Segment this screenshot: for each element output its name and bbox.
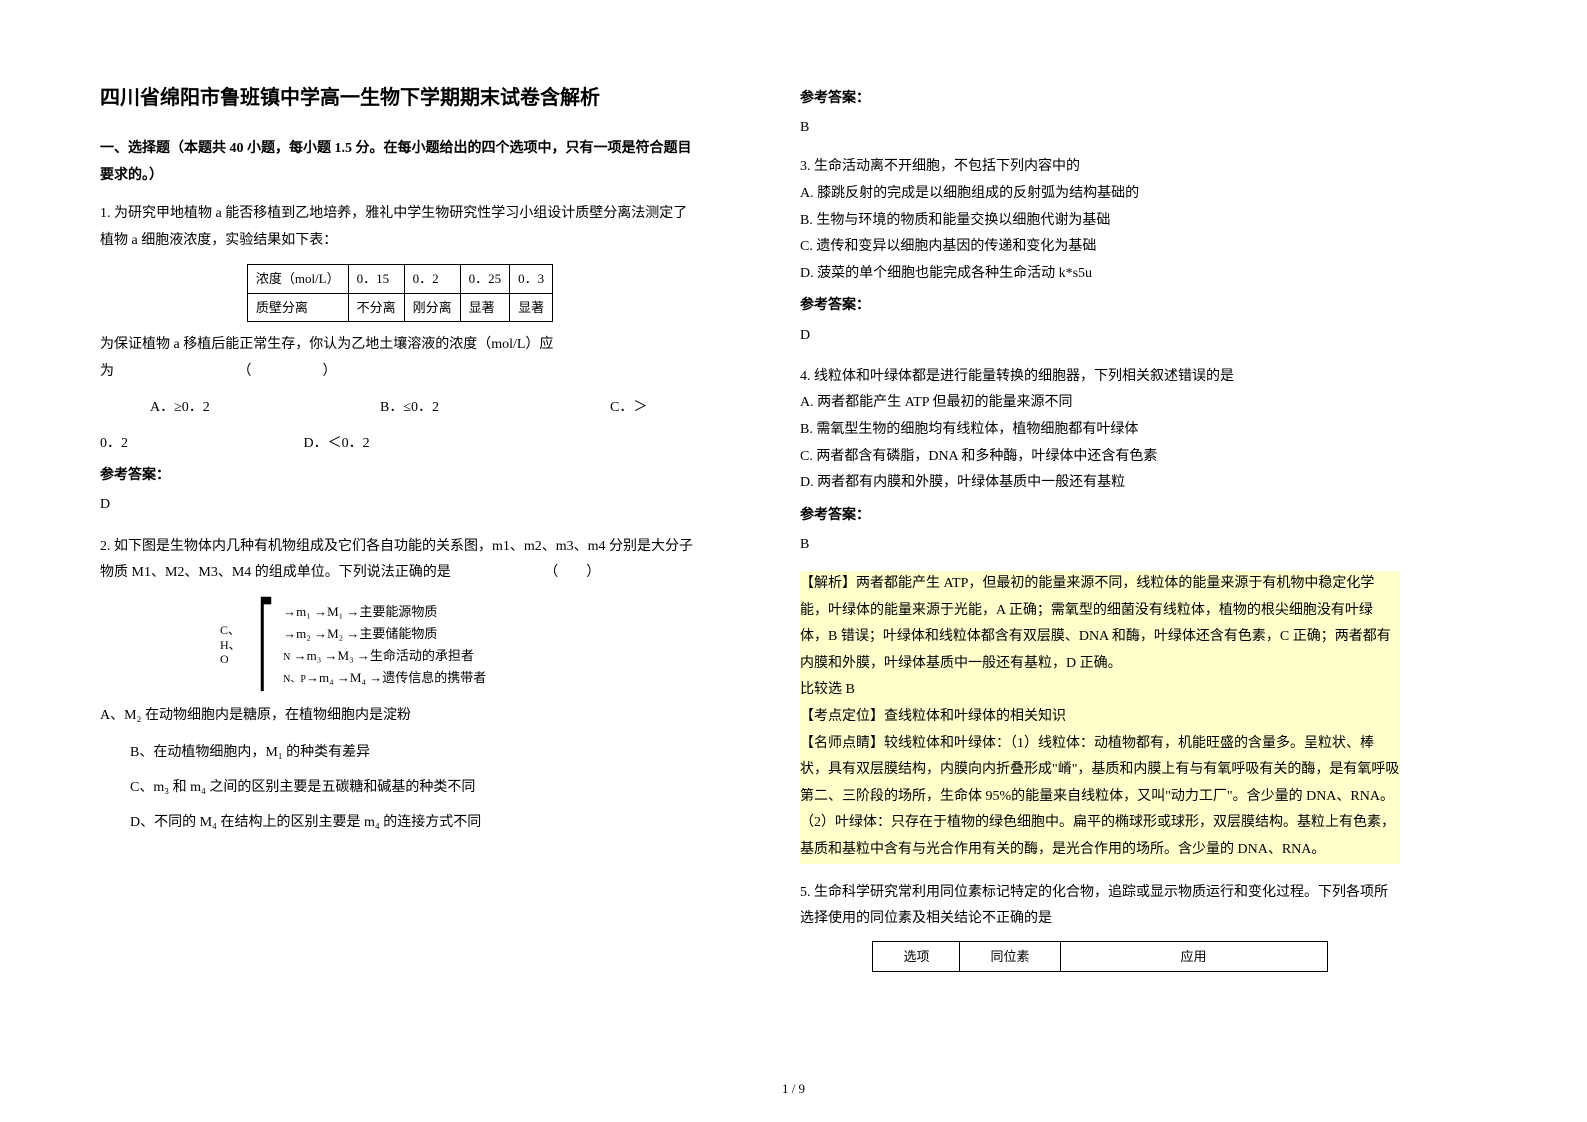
diagram-label-c: C、 xyxy=(220,623,241,637)
question-2: 2. 如下图是生物体内几种有机物组成及它们各自功能的关系图，m1、m2、m3、m… xyxy=(100,534,700,836)
table-cell: 应用 xyxy=(1060,941,1327,971)
q2-answer: B xyxy=(800,115,1400,140)
d3-text: →m₃ →M₃ →生命活动的承担者 xyxy=(294,648,474,663)
q4-opt-a: A. 两者都能产生 ATP 但最初的能量来源不同 xyxy=(800,390,1400,417)
answer-label: 参考答案： xyxy=(800,86,1400,111)
diagram-line-3: N →m₃ →M₃ →生命活动的承担者 xyxy=(283,645,486,667)
q1-text3: 为 （ ） xyxy=(100,359,700,386)
question-4: 4. 线粒体和叶绿体都是进行能量转换的细胞器，下列相关叙述错误的是 A. 两者都… xyxy=(800,364,1400,864)
diagram-rows: →m₁ →M₁ →主要能源物质 →m₂ →M₂ →主要储能物质 N →m₃ →M… xyxy=(283,601,486,689)
q4-explanation-3: 【考点定位】查线粒体和叶绿体的相关知识 xyxy=(800,704,1400,731)
doc-title: 四川省绵阳市鲁班镇中学高一生物下学期期末试卷含解析 xyxy=(100,80,700,116)
table-cell: 0．25 xyxy=(460,265,510,293)
table-cell: 不分离 xyxy=(348,293,404,321)
q1-bracket: （ ） xyxy=(238,364,340,379)
table-cell: 显著 xyxy=(460,293,510,321)
q1-text3-word: 为 xyxy=(100,364,114,379)
q5-text: 5. 生命科学研究常利用同位素标记特定的化合物，追踪或显示物质运行和变化过程。下… xyxy=(800,880,1400,933)
answer-label: 参考答案： xyxy=(800,293,1400,318)
q5-table: 选项 同位素 应用 xyxy=(872,941,1327,972)
q4-explanation-2: 比较选 B xyxy=(800,677,1400,704)
q2-diagram: C、 H、 O ⎡ →m₁ →M₁ →主要能源物质 →m₂ →M₂ →主要储能物… xyxy=(220,601,700,689)
q4-explanation-5: （2）叶绿体：只存在于植物的绿色细胞中。扁平的椭球形或球形，双层膜结构。基粒上有… xyxy=(800,810,1400,863)
q1-opt-d: D．＜0．2 xyxy=(304,436,370,451)
diagram-label-h: H、 xyxy=(220,638,241,652)
table-row: 选项 同位素 应用 xyxy=(873,941,1327,971)
q1-table: 浓度（mol/L） 0．15 0．2 0．25 0．3 质壁分离 不分离 刚分离… xyxy=(247,264,553,322)
q2-opt-d: D、不同的 M₄ 在结构上的区别主要是 m₄ 的连接方式不同 xyxy=(130,810,700,835)
table-cell: 质壁分离 xyxy=(247,293,348,321)
inner-n: N xyxy=(283,652,290,663)
q4-explanation-4: 【名师点睛】较线粒体和叶绿体：（1）线粒体：动植物都有，机能旺盛的含量多。呈粒状… xyxy=(800,731,1400,811)
q1-opt-c-prefix: C．＞ xyxy=(610,395,647,420)
q1-answer: D xyxy=(100,492,700,517)
q2-choices: A、M₂ 在动物细胞内是糖原，在植物细胞内是淀粉 B、在动植物细胞内，M₁ 的种… xyxy=(100,703,700,835)
bracket-icon: ⎡ xyxy=(258,605,274,685)
q2-opt-c: C、m₃ 和 m₄ 之间的区别主要是五碳糖和碱基的种类不同 xyxy=(130,775,700,800)
q4-text: 4. 线粒体和叶绿体都是进行能量转换的细胞器，下列相关叙述错误的是 xyxy=(800,364,1400,391)
q2-stem: 2. 如下图是生物体内几种有机物组成及它们各自功能的关系图，m1、m2、m3、m… xyxy=(100,539,693,581)
diagram-label-o: O xyxy=(220,652,241,666)
right-column: 参考答案： B 3. 生命活动离不开细胞，不包括下列内容中的 A. 膝跳反射的完… xyxy=(800,80,1400,988)
question-1: 1. 为研究甲地植物 a 能否移植到乙地培养，雅礼中学生物研究性学习小组设计质壁… xyxy=(100,201,700,517)
section-heading: 一、选择题（本题共 40 小题，每小题 1.5 分。在每小题给出的四个选项中，只… xyxy=(100,136,700,189)
q2-opt-a: A、M₂ 在动物细胞内是糖原，在植物细胞内是淀粉 xyxy=(100,703,700,730)
table-cell: 显著 xyxy=(510,293,553,321)
table-cell: 0．15 xyxy=(348,265,404,293)
table-cell: 同位素 xyxy=(960,941,1060,971)
q2-bracket: （ ） xyxy=(544,565,600,580)
q2-opt-b: B、在动植物细胞内，M₁ 的种类有差异 xyxy=(130,740,700,765)
q1-options: A．≥0．2 B．≤0．2 C．＞ xyxy=(150,395,700,420)
table-cell: 选项 xyxy=(873,941,960,971)
diagram-left-labels: C、 H、 O xyxy=(220,623,241,666)
diagram-line-4: N、P→m₄ →M₄ →遗传信息的携带者 xyxy=(283,667,486,689)
answer-label: 参考答案： xyxy=(800,503,1400,528)
q3-opt-a: A. 膝跳反射的完成是以细胞组成的反射弧为结构基础的 xyxy=(800,181,1400,208)
table-cell: 0．3 xyxy=(510,265,553,293)
q3-text: 3. 生命活动离不开细胞，不包括下列内容中的 xyxy=(800,154,1400,181)
q3-answer: D xyxy=(800,323,1400,348)
q3-opt-d: D. 菠菜的单个细胞也能完成各种生命活动 k*s5u xyxy=(800,261,1400,288)
table-cell: 浓度（mol/L） xyxy=(247,265,348,293)
q3-opt-b: B. 生物与环境的物质和能量交换以细胞代谢为基础 xyxy=(800,208,1400,235)
table-cell: 0．2 xyxy=(404,265,460,293)
question-5: 5. 生命科学研究常利用同位素标记特定的化合物，追踪或显示物质运行和变化过程。下… xyxy=(800,880,1400,973)
q4-answer: B xyxy=(800,532,1400,557)
d4-text: →m₄ →M₄ →遗传信息的携带者 xyxy=(306,670,486,685)
q1-text1: 1. 为研究甲地植物 a 能否移植到乙地培养，雅礼中学生物研究性学习小组设计质壁… xyxy=(100,201,700,254)
q3-opt-c: C. 遗传和变异以细胞内基因的传递和变化为基础 xyxy=(800,234,1400,261)
table-row: 质壁分离 不分离 刚分离 显著 显著 xyxy=(247,293,552,321)
q1-text2: 为保证植物 a 移植后能正常生存，你认为乙地土壤溶液的浓度（mol/L）应 xyxy=(100,332,700,359)
q4-explanation-1: 【解析】两者都能产生 ATP，但最初的能量来源不同，线粒体的能量来源于有机物中稳… xyxy=(800,571,1400,677)
diagram-line-2: →m₂ →M₂ →主要储能物质 xyxy=(283,623,486,645)
q4-opt-d: D. 两者都有内膜和外膜，叶绿体基质中一般还有基粒 xyxy=(800,470,1400,497)
diagram-line-1: →m₁ →M₁ →主要能源物质 xyxy=(283,601,486,623)
question-3: 3. 生命活动离不开细胞，不包括下列内容中的 A. 膝跳反射的完成是以细胞组成的… xyxy=(800,154,1400,347)
page-number: 1 / 9 xyxy=(0,1077,1587,1100)
q4-opt-b: B. 需氧型生物的细胞均有线粒体，植物细胞都有叶绿体 xyxy=(800,417,1400,444)
left-column: 四川省绵阳市鲁班镇中学高一生物下学期期末试卷含解析 一、选择题（本题共 40 小… xyxy=(100,80,700,988)
table-row: 浓度（mol/L） 0．15 0．2 0．25 0．3 xyxy=(247,265,552,293)
q1-opt-a: A．≥0．2 xyxy=(150,395,380,420)
table-cell: 刚分离 xyxy=(404,293,460,321)
q1-opt-b: B．≤0．2 xyxy=(380,395,610,420)
inner-np: N、P xyxy=(283,674,306,685)
q2-text: 2. 如下图是生物体内几种有机物组成及它们各自功能的关系图，m1、m2、m3、m… xyxy=(100,534,700,587)
q4-opt-c: C. 两者都含有磷脂，DNA 和多种酶，叶绿体中还含有色素 xyxy=(800,444,1400,471)
q1-opts-line2: 0．2 D．＜0．2 xyxy=(100,431,700,458)
answer-label: 参考答案： xyxy=(100,463,700,488)
